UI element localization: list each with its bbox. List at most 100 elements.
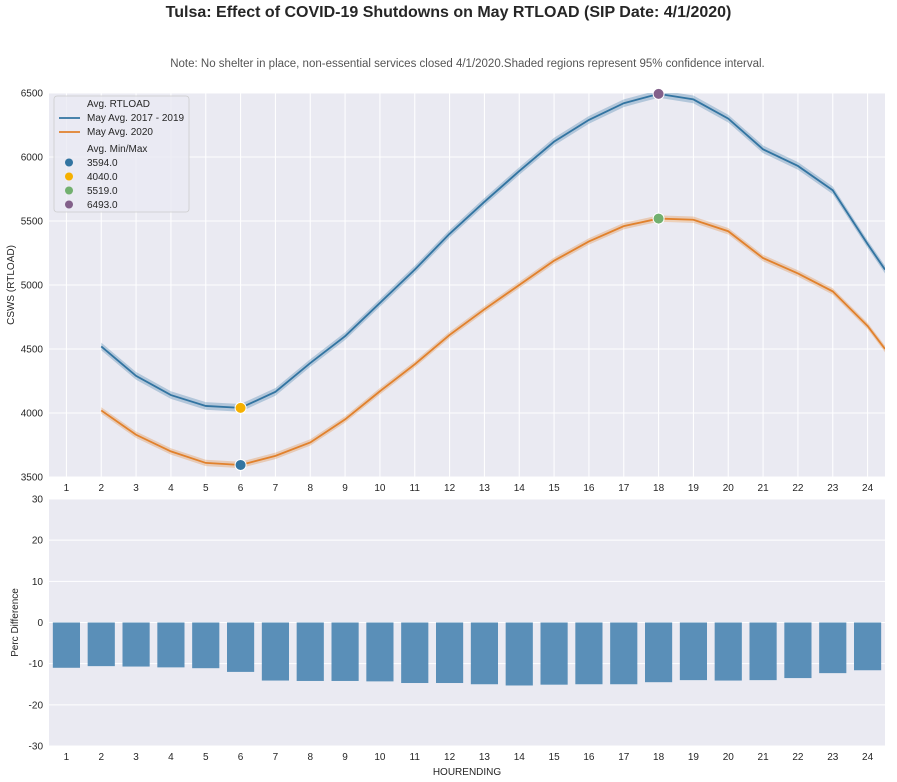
bar-3 bbox=[122, 622, 150, 667]
load-line-chart: 1 2 3 4 5 6 7 8 9 10 11 12 13 14 15 16 17 18 19 20 21 22 23 243… bbox=[6, 87, 885, 494]
x-tick-label: 22 bbox=[792, 483, 804, 494]
y-tick-label: 4500 bbox=[21, 345, 44, 356]
x-tick-label: 8 bbox=[307, 483, 313, 494]
y-tick-label: 4000 bbox=[21, 409, 44, 420]
chart-title: Tulsa: Effect of COVID-19 Shutdowns on M… bbox=[165, 4, 732, 21]
x-tick-label: 2 bbox=[98, 752, 104, 763]
bar-16 bbox=[575, 622, 603, 685]
bar-13 bbox=[470, 622, 499, 685]
chart-subtitle: Note: No shelter in place, non-essential… bbox=[170, 58, 765, 70]
x-tick-label: 13 bbox=[479, 752, 491, 763]
y-tick-label: -30 bbox=[29, 742, 44, 753]
y-axis-label: Perc Difference bbox=[10, 588, 21, 657]
bar-4 bbox=[157, 622, 185, 668]
x-tick-label: 6 bbox=[238, 483, 244, 494]
marker-point-0 bbox=[234, 458, 247, 471]
legend-marker-1 bbox=[65, 172, 73, 181]
x-tick-label: 21 bbox=[758, 483, 770, 494]
bar-11 bbox=[401, 622, 429, 684]
x-tick-label: 4 bbox=[168, 752, 174, 763]
bar-19 bbox=[679, 622, 708, 681]
x-tick-label: 14 bbox=[514, 752, 526, 763]
x-tick-label: 19 bbox=[688, 752, 700, 763]
legend-label-1: May Avg. 2020 bbox=[87, 127, 153, 138]
bar-5 bbox=[192, 622, 220, 669]
x-tick-label: 8 bbox=[307, 752, 313, 763]
bar-23 bbox=[819, 622, 847, 674]
x-tick-label: 2 bbox=[98, 483, 104, 494]
legend-marker-label-3: 6493.0 bbox=[87, 200, 118, 211]
y-tick-label: 10 bbox=[32, 577, 44, 588]
x-tick-label: 1 bbox=[64, 483, 70, 494]
bar-24 bbox=[853, 622, 882, 671]
x-tick-label: 21 bbox=[758, 752, 770, 763]
bar-6 bbox=[226, 622, 255, 672]
legend-marker-label-1: 4040.0 bbox=[87, 172, 118, 183]
legend-marker-label-0: 3594.0 bbox=[87, 158, 118, 169]
x-tick-label: 19 bbox=[688, 483, 700, 494]
y-tick-label: -10 bbox=[29, 659, 44, 670]
x-tick-label: 22 bbox=[792, 752, 804, 763]
x-tick-label: 10 bbox=[374, 752, 386, 763]
x-tick-label: 5 bbox=[203, 752, 209, 763]
bar-14 bbox=[505, 622, 533, 686]
bar-9 bbox=[331, 622, 359, 681]
marker-point-2 bbox=[652, 212, 665, 225]
bar-21 bbox=[749, 622, 777, 681]
legend-markers-title: Avg. Min/Max bbox=[87, 144, 147, 155]
bar-2 bbox=[87, 622, 115, 667]
bar-20 bbox=[714, 622, 742, 681]
y-tick-label: 5000 bbox=[21, 281, 44, 292]
legend-marker-0 bbox=[65, 158, 73, 167]
legend-title: Avg. RTLOAD bbox=[87, 99, 150, 110]
x-tick-label: 23 bbox=[827, 483, 839, 494]
x-tick-label: 3 bbox=[133, 752, 139, 763]
x-tick-label: 5 bbox=[203, 483, 209, 494]
bar-12 bbox=[435, 622, 464, 684]
x-tick-label: 11 bbox=[410, 752, 421, 763]
y-tick-label: 3500 bbox=[21, 473, 44, 484]
x-tick-label: 3 bbox=[133, 483, 139, 494]
x-tick-label: 15 bbox=[549, 752, 561, 763]
x-tick-label: 20 bbox=[723, 483, 735, 494]
x-tick-label: 10 bbox=[374, 483, 386, 494]
bar-8 bbox=[296, 622, 324, 681]
x-tick-label: 6 bbox=[238, 752, 244, 763]
x-tick-label: 16 bbox=[583, 752, 595, 763]
marker-point-1 bbox=[234, 401, 247, 414]
x-tick-label: 11 bbox=[410, 483, 421, 494]
x-tick-label: 16 bbox=[583, 483, 595, 494]
y-tick-label: 5500 bbox=[21, 217, 44, 228]
x-tick-label: 24 bbox=[862, 752, 874, 763]
x-tick-label: 4 bbox=[168, 483, 174, 494]
bar-17 bbox=[610, 622, 638, 685]
x-tick-label: 7 bbox=[273, 752, 279, 763]
bar-18 bbox=[644, 622, 673, 683]
x-axis-label: HOURENDING bbox=[433, 767, 502, 778]
x-tick-label: 12 bbox=[444, 483, 456, 494]
x-tick-label: 9 bbox=[342, 483, 348, 494]
y-axis-label: CSWS (RTLOAD) bbox=[6, 245, 17, 325]
bar-7 bbox=[261, 622, 290, 681]
x-tick-label: 20 bbox=[723, 752, 735, 763]
legend: Avg. RTLOAD May Avg. 2017 - 2019 May Avg. … bbox=[53, 95, 190, 213]
x-tick-label: 18 bbox=[653, 483, 665, 494]
x-tick-label: 23 bbox=[827, 752, 839, 763]
y-tick-label: 6000 bbox=[21, 153, 44, 164]
bar-22 bbox=[784, 622, 812, 679]
y-tick-label: 30 bbox=[32, 495, 44, 506]
legend-box bbox=[53, 95, 190, 213]
legend-marker-2 bbox=[65, 186, 73, 195]
legend-label-0: May Avg. 2017 - 2019 bbox=[87, 113, 185, 124]
x-tick-label: 15 bbox=[549, 483, 561, 494]
x-tick-label: 18 bbox=[653, 752, 665, 763]
x-tick-label: 24 bbox=[862, 483, 874, 494]
x-tick-label: 7 bbox=[273, 483, 279, 494]
x-tick-label: 17 bbox=[618, 483, 630, 494]
y-tick-label: 20 bbox=[32, 536, 44, 547]
bar-1 bbox=[52, 622, 81, 668]
bar-10 bbox=[366, 622, 394, 682]
x-tick-label: 13 bbox=[479, 483, 491, 494]
y-tick-label: -20 bbox=[29, 700, 44, 711]
